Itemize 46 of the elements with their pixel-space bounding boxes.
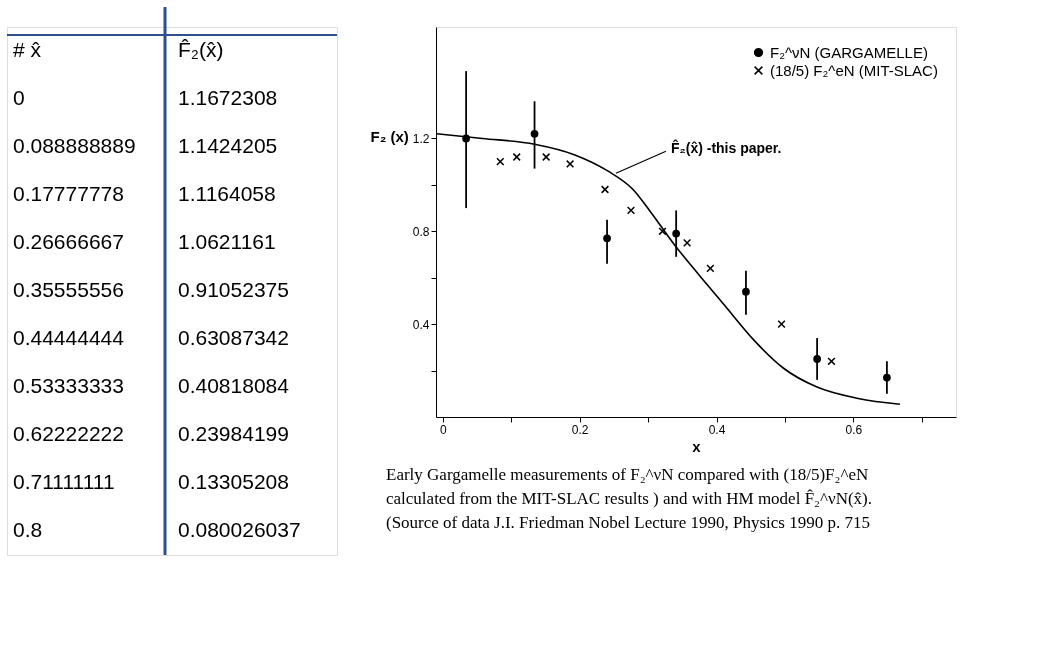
text: 0.080026037 [178, 518, 301, 541]
text: 0.13305208 [178, 470, 289, 493]
y-tick-label: 1.2 [412, 131, 430, 146]
point [683, 238, 692, 247]
legend-label: F₂^νN (GARGAMELLE) [770, 43, 928, 61]
x-tick-label: 0.6 [845, 422, 863, 437]
text: Early Gargamelle measurements of F₂^νN compared with (18/5)F₂^eN calculated from the MIT-SLAC results ) and with HM model F̂₂^νN(x̂). (Source of data J.I. Friedman Nobel Lecture 1990, Physics 1990 p. 715 [386, 465, 873, 532]
x-tick-label: 0.2 [571, 422, 589, 437]
text: # x̂ [13, 38, 42, 61]
point [512, 152, 521, 162]
point [542, 152, 551, 162]
text: 0.8 [13, 518, 43, 541]
text: 0 [13, 86, 25, 109]
text: 0.91052375 [178, 278, 289, 301]
text: F̂₂(x̂) [178, 38, 224, 61]
text: 0.62222222 [13, 422, 124, 445]
point [566, 159, 575, 169]
annotation: F̂₂(x̂) -this paper. [670, 138, 782, 157]
point [706, 264, 715, 273]
text: 1.1164058 [178, 182, 276, 205]
text: 0.17777778 [13, 182, 124, 205]
text: 1.0621161 [178, 230, 276, 253]
text: 0.44444444 [13, 326, 125, 349]
text: 0.71111111 [13, 470, 115, 493]
y-tick-label: 0.8 [412, 224, 430, 239]
point [777, 320, 786, 329]
legend-label: (18/5) F₂^eN (MIT-SLAC) [770, 61, 938, 79]
x-tick-label: 0 [440, 422, 447, 437]
text: 0.23984199 [178, 422, 289, 445]
text: 1.1424205 [178, 134, 278, 157]
text: 0.40818084 [178, 374, 290, 397]
point [827, 357, 836, 366]
point [626, 206, 636, 215]
text: 1.1672308 [178, 86, 278, 109]
point [496, 157, 505, 166]
y-tick-label: 0.4 [412, 317, 430, 332]
y-axis-title: F₂ (x) [370, 127, 409, 145]
point [600, 185, 610, 194]
text: 0.35555556 [13, 278, 124, 301]
x-axis-title: x [692, 437, 702, 455]
point [658, 227, 667, 236]
text: 0.63087342 [178, 326, 289, 349]
x-tick-label: 0.4 [708, 422, 726, 437]
text: 0.088888889 [13, 134, 136, 157]
text: 0.53333333 [13, 374, 124, 397]
text: 0.26666667 [13, 230, 124, 253]
